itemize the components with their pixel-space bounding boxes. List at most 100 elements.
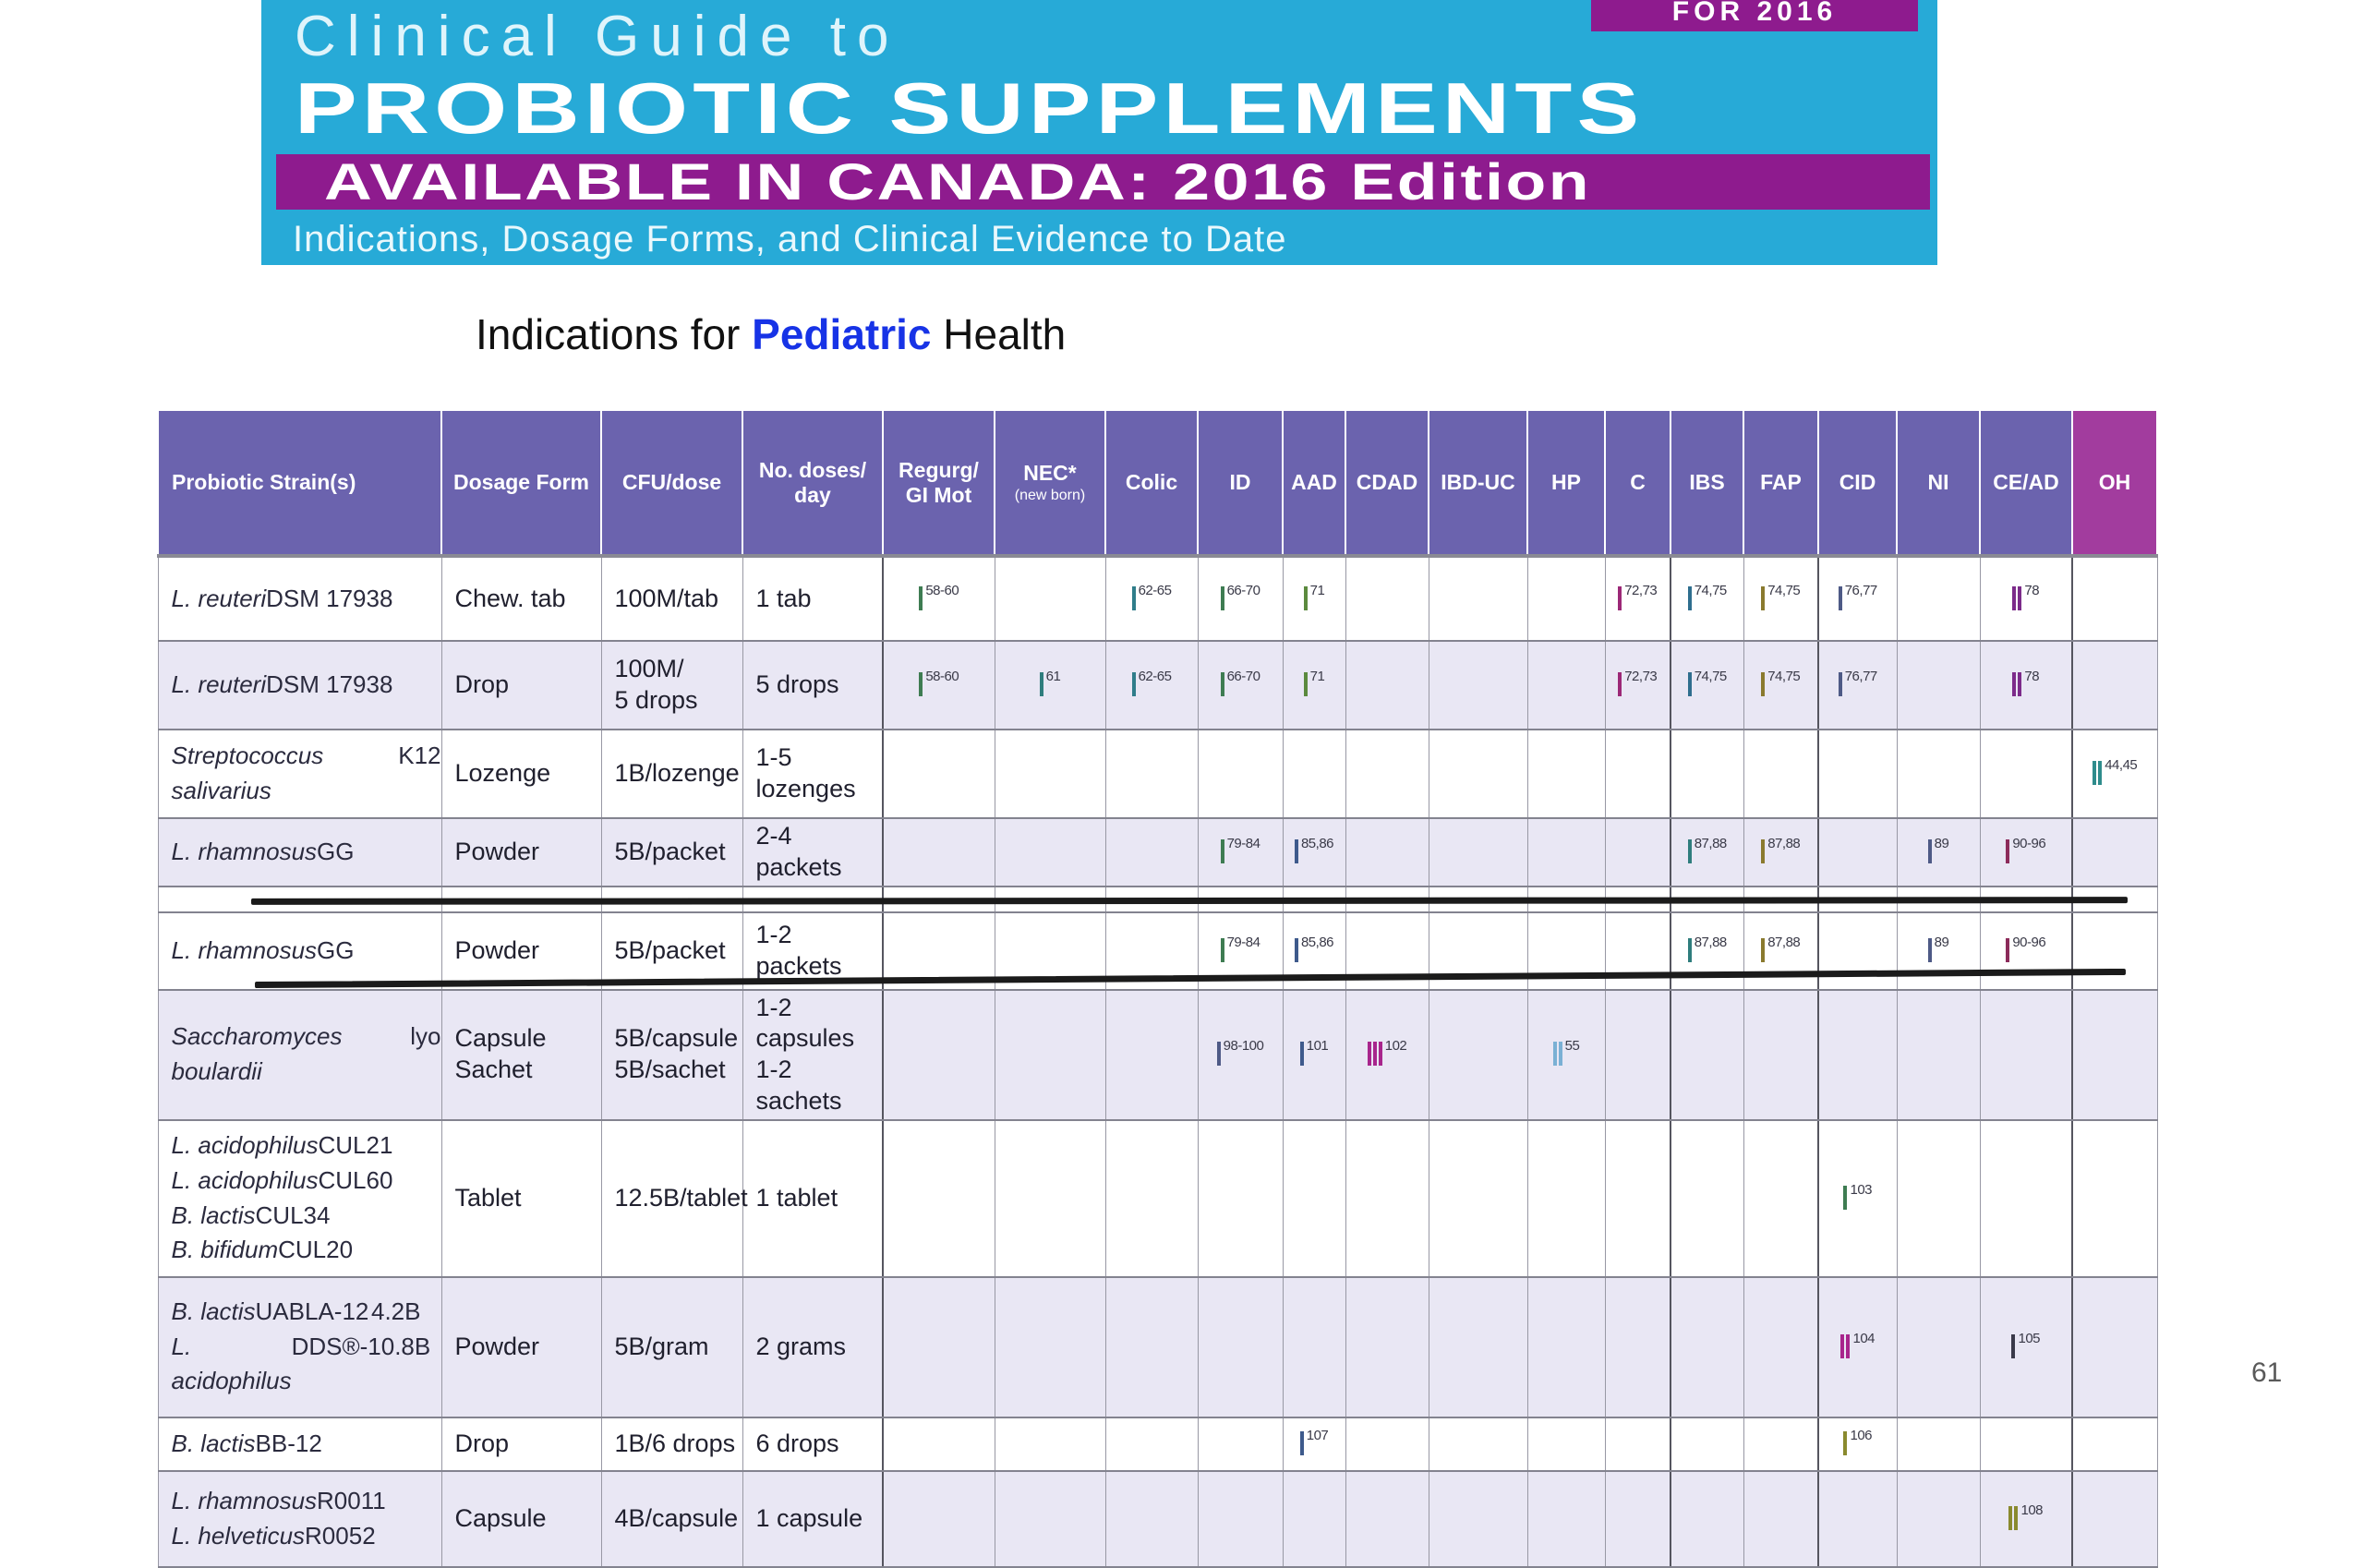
dosage-value: Powder [454, 837, 540, 865]
cell-colic: 62-65 [1104, 555, 1199, 642]
column-header-cid: CID [1817, 411, 1898, 558]
column-header-oh: OH [2071, 411, 2158, 558]
evidence-marker: 107 [1299, 1427, 1329, 1455]
cell-fap [1743, 988, 1819, 1121]
evidence-marker: 104 [1840, 1332, 1876, 1358]
column-header-label: ID [1229, 470, 1251, 495]
cell-cfu: 5B/capsule 5B/sachet [600, 988, 743, 1121]
evidence-marker: 76,77 [1838, 669, 1877, 696]
cell-ibduc [1428, 729, 1528, 819]
evidence-level-bar [1687, 838, 1692, 863]
evidence-marker: 61 [1039, 669, 1061, 696]
cell-c [1604, 1416, 1671, 1472]
column-header-label: Dosage Form [453, 470, 589, 495]
evidence-level-bar [2006, 838, 2010, 863]
cell-cfu: 100M/5 drops [600, 640, 743, 730]
cell-nec [994, 1275, 1106, 1418]
table-row: L. rhamnosus R0011 L. helveticus R0052 Cap… [157, 1469, 2158, 1568]
header-row: Probiotic Strain(s) Dosage Form CFU/dose No… [157, 411, 2158, 558]
evidence-level-bar [1372, 1042, 1377, 1066]
column-header-subtext: (new born) [1014, 488, 1086, 504]
cell-dosage: Powder [440, 817, 602, 887]
column-header-label: CFU/dose [621, 470, 722, 495]
evidence-refs: 87,88 [1767, 835, 1801, 851]
banner-kicker: Clinical Guide to [295, 5, 900, 68]
cell-ibduc [1428, 1416, 1528, 1472]
table-row: L. reuteri DSM 17938 Chew. tab 100M/tab 1 t… [157, 555, 2158, 642]
evidence-level-bar [1618, 672, 1622, 696]
strain-name: B. lactis BB-12 [171, 1429, 322, 1457]
column-header-label: HP [1551, 470, 1581, 495]
column-header-cdad: CDAD [1345, 411, 1429, 558]
cell-cid: 76,77 [1817, 640, 1898, 730]
strain-name: Streptococcus salivarius K12 [171, 742, 441, 804]
cell-cdad: 102 [1345, 988, 1429, 1121]
column-header-ibduc: IBD-UC [1428, 411, 1528, 558]
cell-cdad [1345, 817, 1429, 887]
evidence-marker: 72,73 [1618, 669, 1658, 696]
evidence-marker: 105 [2011, 1332, 2041, 1358]
dosage-value: Capsule [454, 1024, 547, 1053]
cell-dosage: Capsule Sachet [440, 988, 602, 1121]
cell-ibs: 87,88 [1670, 817, 1744, 887]
cell-nec [994, 729, 1106, 819]
cell-nec [994, 1118, 1106, 1278]
cell-cdad [1345, 1275, 1429, 1418]
cell-hp [1526, 729, 1606, 819]
cell-doses: 6 drops [742, 1416, 884, 1472]
pediatric-table: Probiotic Strain(s) Dosage Form CFU/dose No… [157, 411, 2158, 1568]
page-title-suffix: Health [931, 310, 1067, 358]
cell-ni: 89 [1896, 911, 1981, 991]
column-header-label: AAD [1291, 470, 1337, 495]
cell-ni [1896, 555, 1981, 642]
column-header-label: CDAD [1356, 470, 1418, 495]
column-header-label: OH [2098, 470, 2131, 495]
evidence-marker: 71 [1303, 669, 1325, 696]
cell-cfu: 5B/packet [600, 817, 743, 887]
cell-oh [2071, 1275, 2158, 1418]
updated-for-2016-badge: FOR 2016 [1591, 0, 1918, 31]
evidence-marker: 78 [2012, 584, 2040, 610]
cell-colic [1104, 817, 1199, 887]
cfu-value: 5B/sachet [614, 1055, 726, 1083]
evidence-marker: 87,88 [1761, 935, 1801, 962]
evidence-refs: 71 [1309, 582, 1325, 598]
cell-strain: L. acidophilus CUL21 L. acidophilus CUL60… [157, 1118, 442, 1278]
evidence-marker: 55 [1552, 1039, 1580, 1066]
cell-ibduc [1428, 1118, 1528, 1278]
evidence-level-bar [1552, 1042, 1557, 1066]
cell-c [1604, 729, 1671, 819]
evidence-marker: 87,88 [1687, 935, 1727, 962]
cell-cfu: 4B/capsule [600, 1469, 743, 1568]
dosage-value: Drop [454, 670, 510, 699]
cell-cdad [1345, 1469, 1429, 1568]
cell-cdad [1345, 1416, 1429, 1472]
cell-doses: 1 tablet [742, 1118, 884, 1278]
evidence-level-bar [1846, 1333, 1851, 1358]
column-header-label: IBS [1689, 470, 1725, 495]
banner-subtitle: AVAILABLE IN CANADA: 2016 Edition [324, 152, 1592, 211]
cfu-value: 5B/packet [614, 837, 726, 865]
table-row: B. lactis UABLA-12 4.2B L. acidophilus DDS… [157, 1275, 2158, 1418]
cell-c: 72,73 [1604, 640, 1671, 730]
page-title: Indications for Pediatric Health [476, 309, 1066, 359]
cell-ni: 89 [1896, 817, 1981, 887]
cell-fap: 74,75 [1743, 640, 1819, 730]
cell-id: 66-70 [1197, 640, 1284, 730]
column-header-cfu: CFU/dose [600, 411, 743, 558]
cell-dosage: Drop [440, 640, 602, 730]
cell-doses: 1-5 lozenges [742, 729, 884, 819]
evidence-level-bar [1131, 672, 1136, 696]
cell-aad [1282, 1275, 1346, 1418]
evidence-marker: 108 [2008, 1503, 2044, 1530]
cell-ibs: 74,75 [1670, 640, 1744, 730]
evidence-refs: 58-60 [925, 582, 959, 598]
cell-nec [994, 1469, 1106, 1568]
cell-aad [1282, 1469, 1346, 1568]
evidence-level-bar [1927, 838, 1932, 863]
evidence-refs: 107 [1306, 1427, 1329, 1443]
cell-aad: 85,86 [1282, 817, 1346, 887]
cell-fap [1743, 1416, 1819, 1472]
evidence-refs: 58-60 [925, 669, 959, 684]
cell-dosage: Lozenge [440, 729, 602, 819]
